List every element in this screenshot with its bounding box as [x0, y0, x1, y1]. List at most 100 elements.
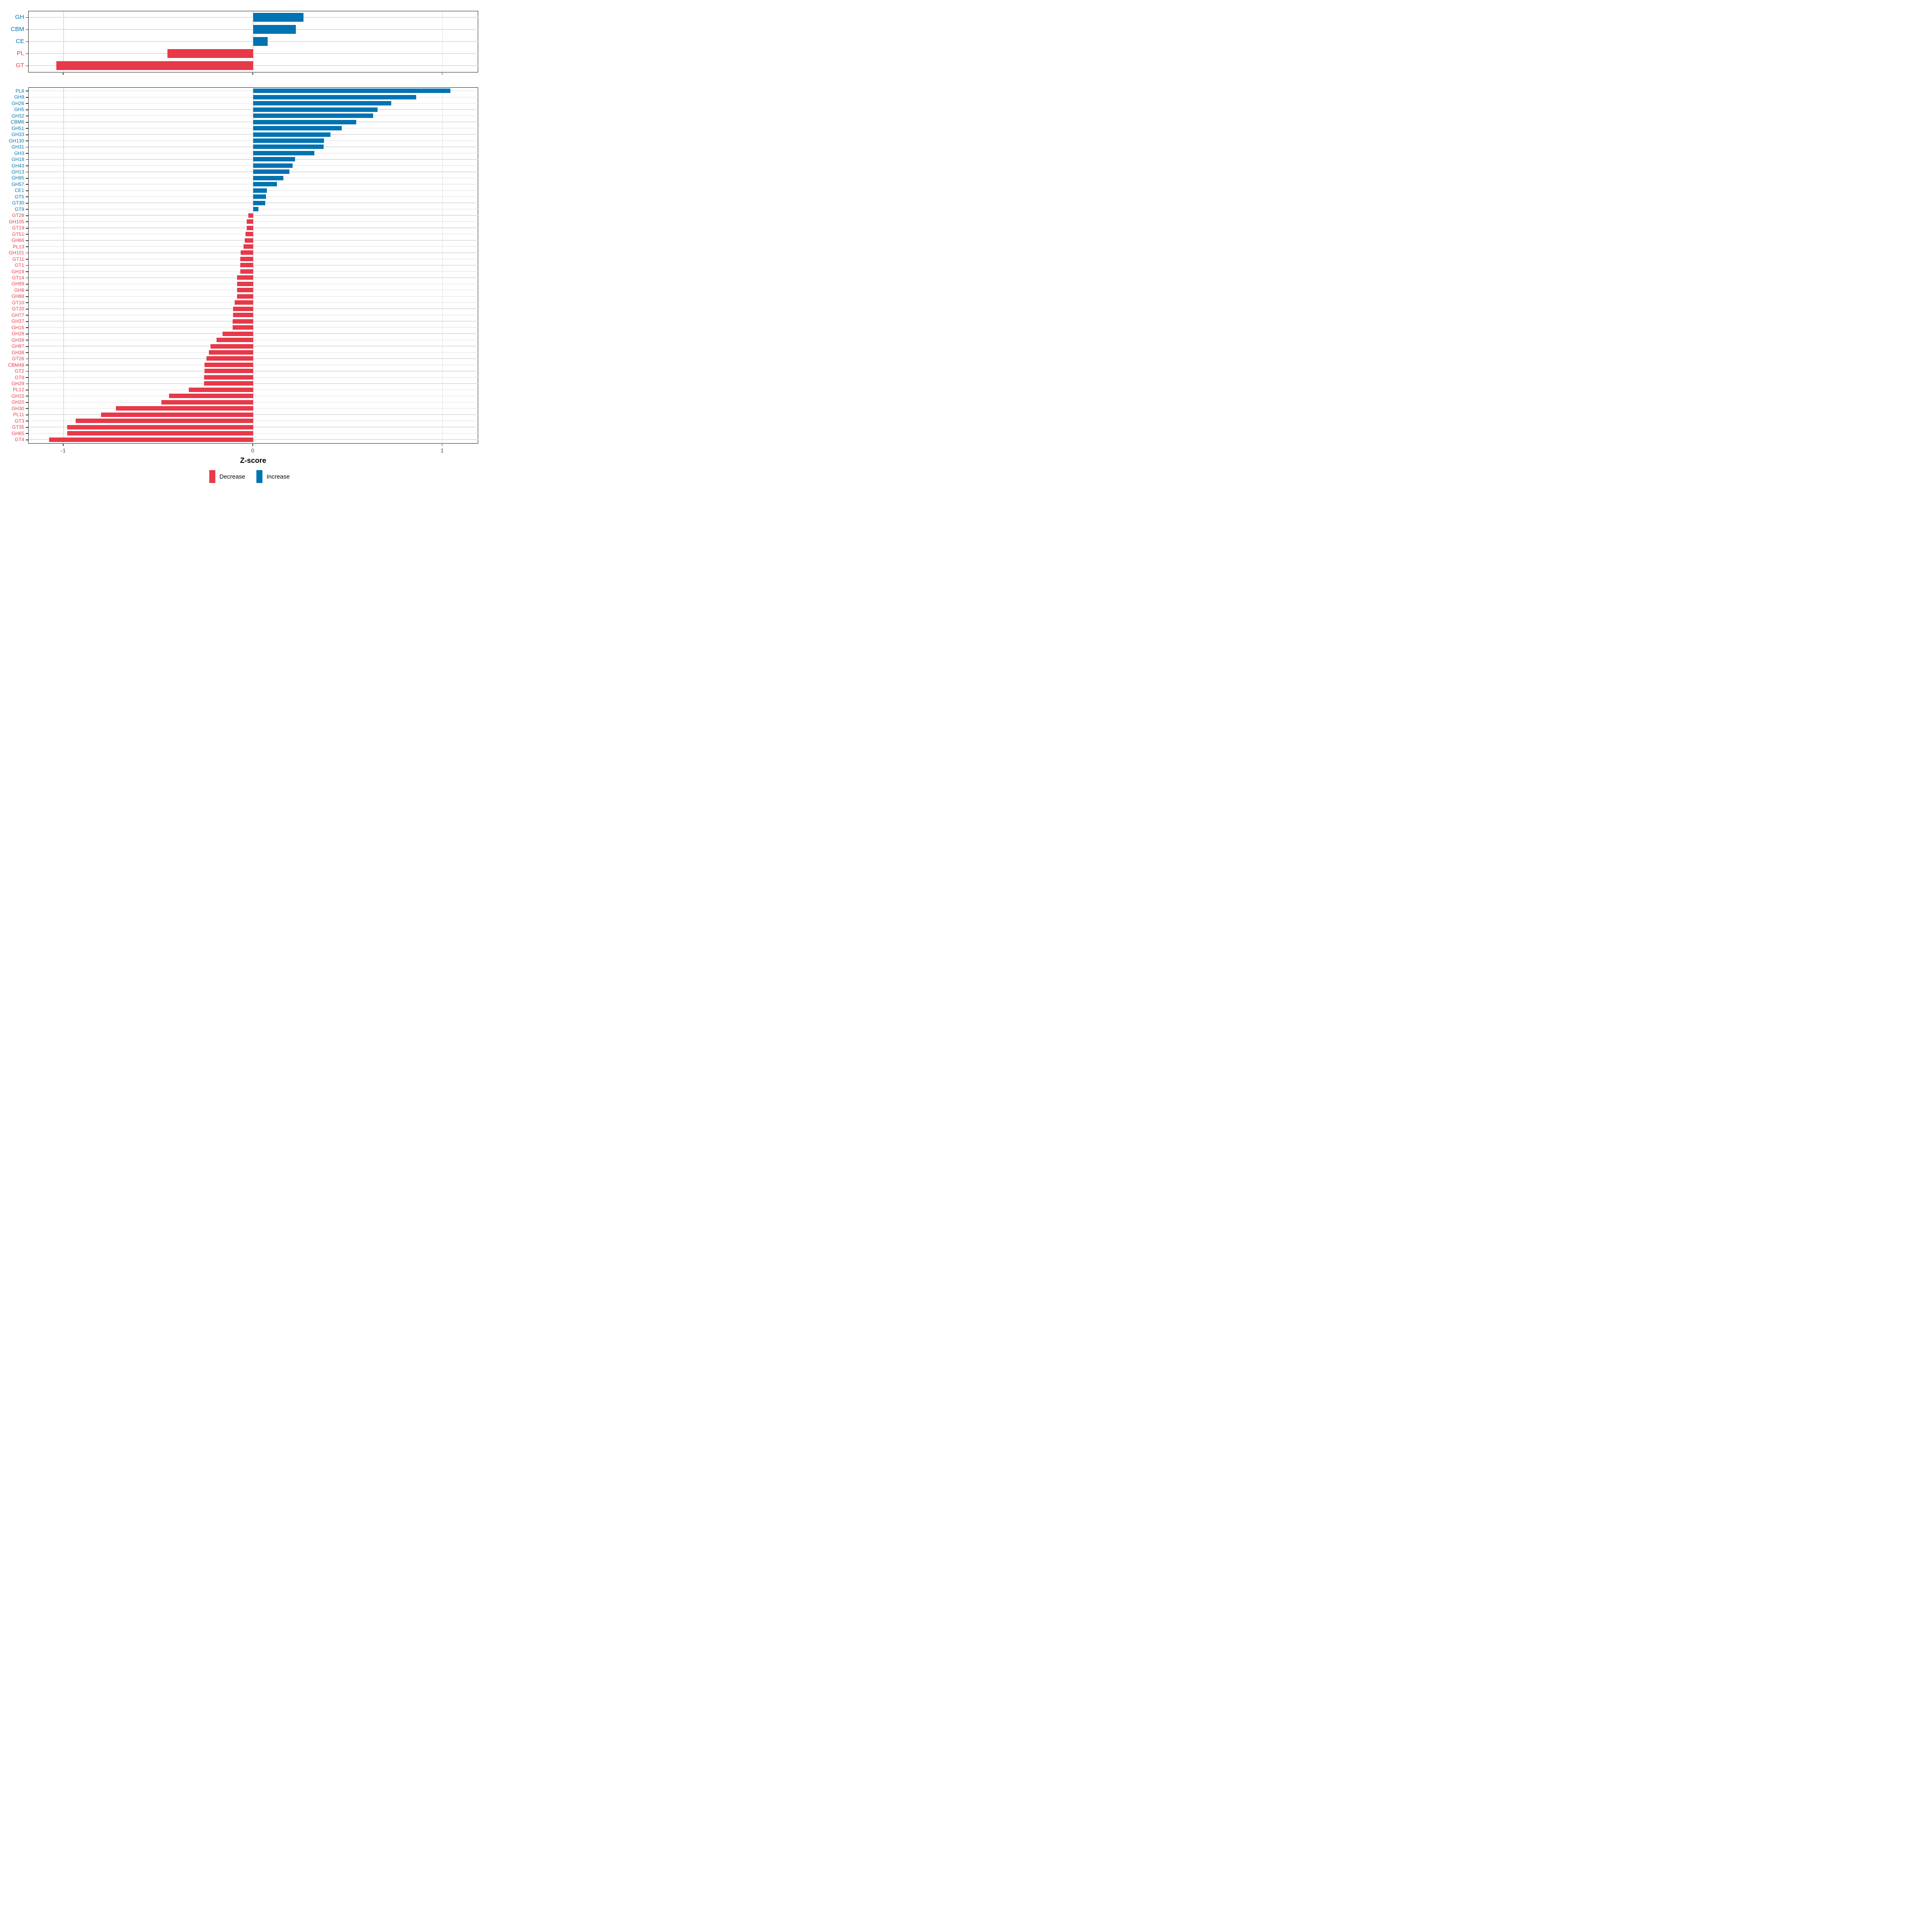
x-tick — [252, 444, 253, 446]
y-tick — [26, 433, 28, 434]
bar-GH8 — [237, 288, 253, 293]
y-tick — [26, 97, 28, 98]
gridline-y — [29, 53, 479, 54]
legend-label-increase: Increase — [266, 473, 290, 480]
y-tick — [26, 209, 28, 210]
y-axis-label-GH20: GH20 — [11, 399, 24, 405]
bar-PL8 — [253, 89, 451, 93]
y-tick — [26, 402, 28, 403]
bar-GT14 — [237, 275, 253, 280]
y-axis-label-GT: GT — [16, 62, 24, 69]
legend-key-decrease — [209, 470, 216, 483]
bar-PL13 — [243, 244, 253, 249]
y-tick — [26, 134, 28, 135]
y-axis-label-GH97: GH97 — [11, 343, 24, 349]
y-axis-label-GH99: GH99 — [11, 281, 24, 287]
family-panel — [28, 87, 479, 444]
bar-GH43 — [253, 163, 293, 168]
y-tick — [26, 227, 28, 229]
y-tick — [26, 159, 28, 160]
x-tick-label: 1 — [440, 447, 444, 454]
y-axis-label-GH30: GH30 — [11, 405, 24, 411]
y-tick — [26, 190, 28, 191]
y-axis-label-PL: PL — [17, 50, 24, 57]
y-axis-label-GH51: GH51 — [11, 125, 24, 131]
gridline-x — [253, 88, 254, 444]
bar-PL11 — [101, 412, 253, 417]
y-tick — [26, 234, 28, 235]
y-tick — [26, 17, 28, 18]
y-axis-label-PL13: PL13 — [12, 244, 24, 250]
y-axis-label-GH88: GH88 — [11, 293, 24, 299]
gridline-y — [29, 377, 479, 378]
y-tick — [26, 29, 28, 30]
y-axis-label-GH95: GH95 — [11, 175, 24, 181]
y-axis-label-GT51: GT51 — [12, 231, 24, 237]
gridline-x — [63, 11, 64, 73]
y-axis-label-GH105: GH105 — [8, 219, 24, 225]
x-tick-label: 0 — [251, 447, 254, 454]
y-axis-label-GT9: GT9 — [14, 206, 24, 212]
y-axis-label-PL8: PL8 — [15, 88, 24, 94]
bar-GH3 — [253, 151, 315, 155]
y-tick — [26, 153, 28, 154]
y-axis-label-GH31: GH31 — [11, 144, 24, 150]
bar-GH38 — [209, 350, 253, 355]
y-tick — [26, 408, 28, 409]
y-axis-label-GT4: GT4 — [14, 437, 24, 443]
y-axis-label-GH5: GH5 — [14, 107, 24, 113]
bar-GT30 — [253, 200, 266, 205]
bar-PL — [167, 49, 253, 58]
y-tick — [26, 184, 28, 185]
bar-CE1 — [253, 188, 267, 193]
bar-GT20 — [233, 306, 253, 311]
y-axis-label-GT28: GT28 — [12, 213, 24, 219]
y-tick — [26, 147, 28, 148]
bar-GH97 — [211, 344, 253, 349]
y-axis-label-PL11: PL11 — [13, 412, 24, 418]
legend-label-decrease: Decrease — [219, 473, 246, 480]
bar-GH29 — [204, 381, 253, 386]
y-axis-label-GT5: GT5 — [14, 194, 24, 200]
gridline-y — [29, 65, 479, 66]
y-tick — [26, 103, 28, 104]
gridline-y — [29, 221, 479, 222]
y-tick — [26, 165, 28, 166]
gridline-y — [29, 383, 479, 384]
y-tick — [26, 277, 28, 279]
bar-GT19 — [247, 225, 253, 230]
y-axis-label-CBM: CBM — [10, 26, 24, 33]
y-tick — [26, 246, 28, 247]
y-axis-label-PL12: PL12 — [12, 387, 24, 393]
x-axis-title: Z-score — [240, 456, 266, 464]
y-tick — [26, 240, 28, 241]
y-axis-label-GH101: GH101 — [8, 250, 24, 256]
y-tick — [26, 140, 28, 141]
y-axis-label-GH: GH — [15, 14, 25, 21]
bar-GH15 — [169, 394, 253, 398]
y-tick — [26, 302, 28, 303]
bar-GH32 — [253, 114, 374, 118]
gridline-y — [29, 302, 479, 303]
bar-CBM6 — [253, 120, 356, 124]
y-tick — [26, 290, 28, 291]
y-tick — [26, 315, 28, 316]
x-tick — [252, 72, 253, 75]
y-axis-label-GH39: GH39 — [11, 337, 24, 343]
gridline-y — [29, 414, 479, 415]
y-tick — [26, 284, 28, 285]
bar-GH16 — [232, 325, 253, 330]
y-axis-label-GH38: GH38 — [11, 349, 24, 355]
y-axis-label-GH29: GH29 — [11, 380, 24, 386]
bar-GH20 — [161, 400, 253, 405]
y-tick — [26, 296, 28, 297]
bar-GT8 — [204, 375, 253, 380]
bar-GH33 — [253, 132, 331, 137]
gridline-y — [29, 352, 479, 353]
bar-GH5 — [253, 107, 378, 112]
y-axis-label-GH15: GH15 — [11, 393, 24, 399]
bar-GH105 — [247, 219, 253, 224]
bar-GH — [253, 12, 304, 22]
x-tick — [442, 72, 443, 75]
y-tick — [26, 221, 28, 223]
